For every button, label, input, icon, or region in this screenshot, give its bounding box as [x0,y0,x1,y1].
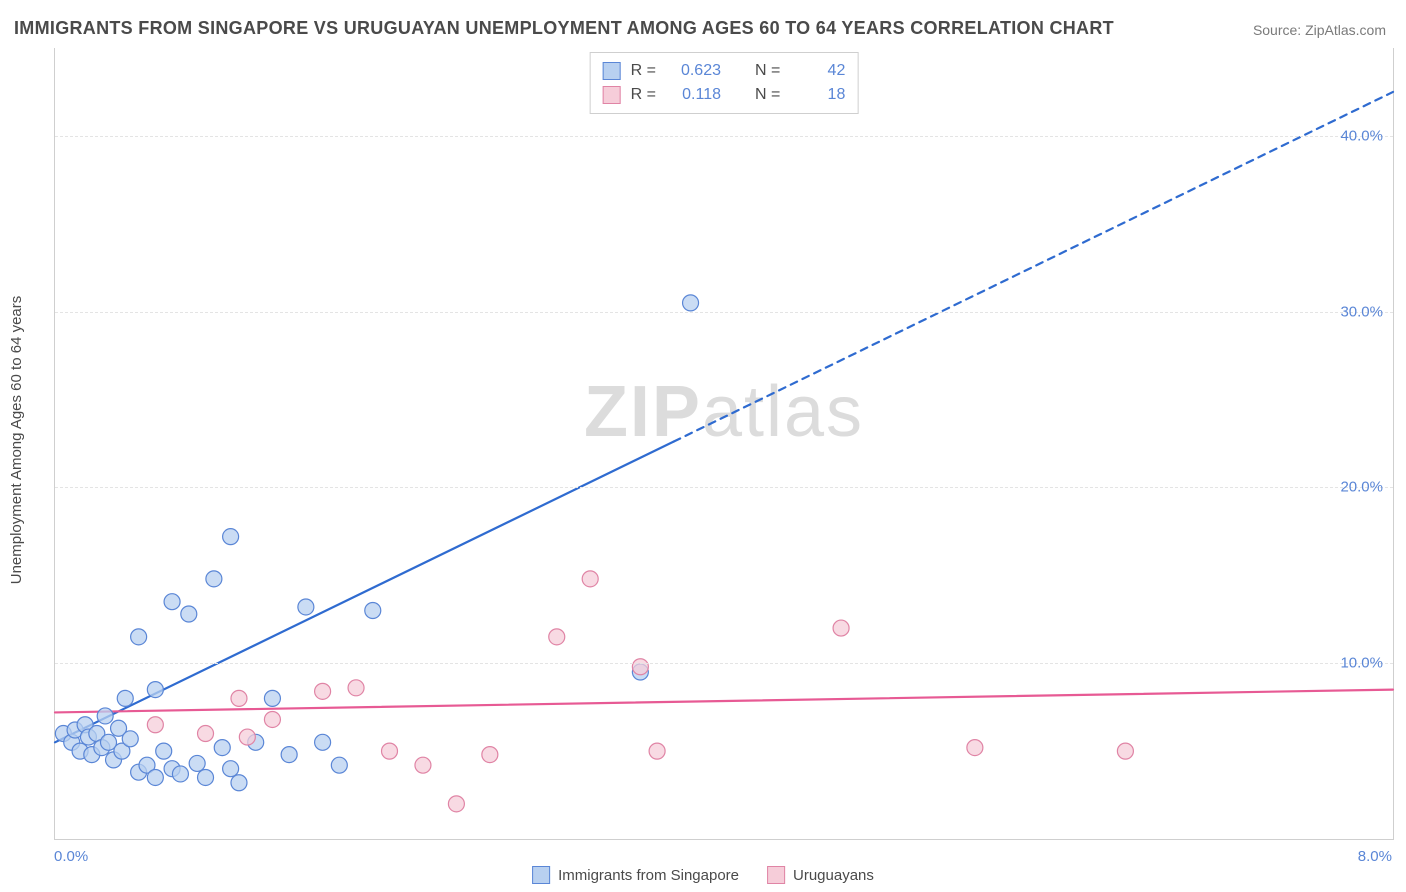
correlation-legend-row: R = 0.623 N = 42 [603,59,846,83]
y-tick-label: 40.0% [1340,127,1383,144]
source-attribution: Source: ZipAtlas.com [1253,22,1386,38]
legend-swatch [603,86,621,104]
gridline [55,487,1393,488]
series-legend-label: Uruguayans [793,867,874,884]
source-label: Source: [1253,22,1301,38]
y-axis-label: Unemployment Among Ages 60 to 64 years [8,296,25,585]
gridline [55,312,1393,313]
x-tick-min: 0.0% [54,848,88,865]
gridline [55,663,1393,664]
stat-r-label: R = [631,83,656,107]
legend-swatch [767,866,785,884]
correlation-legend-row: R = 0.118 N = 18 [603,83,846,107]
stat-r-value: 0.118 [666,83,721,107]
series-legend-label: Immigrants from Singapore [558,867,739,884]
legend-swatch [532,866,550,884]
y-tick-label: 30.0% [1340,303,1383,320]
stat-n-label: N = [755,83,780,107]
stat-r-value: 0.623 [666,59,721,83]
stat-n-value: 18 [790,83,845,107]
series-legend: Immigrants from Singapore Uruguayans [532,866,874,884]
stat-r-label: R = [631,59,656,83]
chart-title: IMMIGRANTS FROM SINGAPORE VS URUGUAYAN U… [14,18,1114,39]
legend-swatch [603,62,621,80]
series-legend-item: Immigrants from Singapore [532,866,739,884]
gridline [55,136,1393,137]
stat-n-label: N = [755,59,780,83]
source-value: ZipAtlas.com [1305,22,1386,38]
x-tick-max: 8.0% [1358,848,1392,865]
correlation-legend: R = 0.623 N = 42 R = 0.118 N = 18 [590,52,859,114]
stat-n-value: 42 [790,59,845,83]
chart-svg [55,48,1393,839]
series-legend-item: Uruguayans [767,866,874,884]
y-tick-label: 20.0% [1340,479,1383,496]
plot-area: ZIPatlas R =0.623N =42R =0.118N =18 10.0… [54,48,1394,840]
y-tick-label: 10.0% [1340,655,1383,672]
